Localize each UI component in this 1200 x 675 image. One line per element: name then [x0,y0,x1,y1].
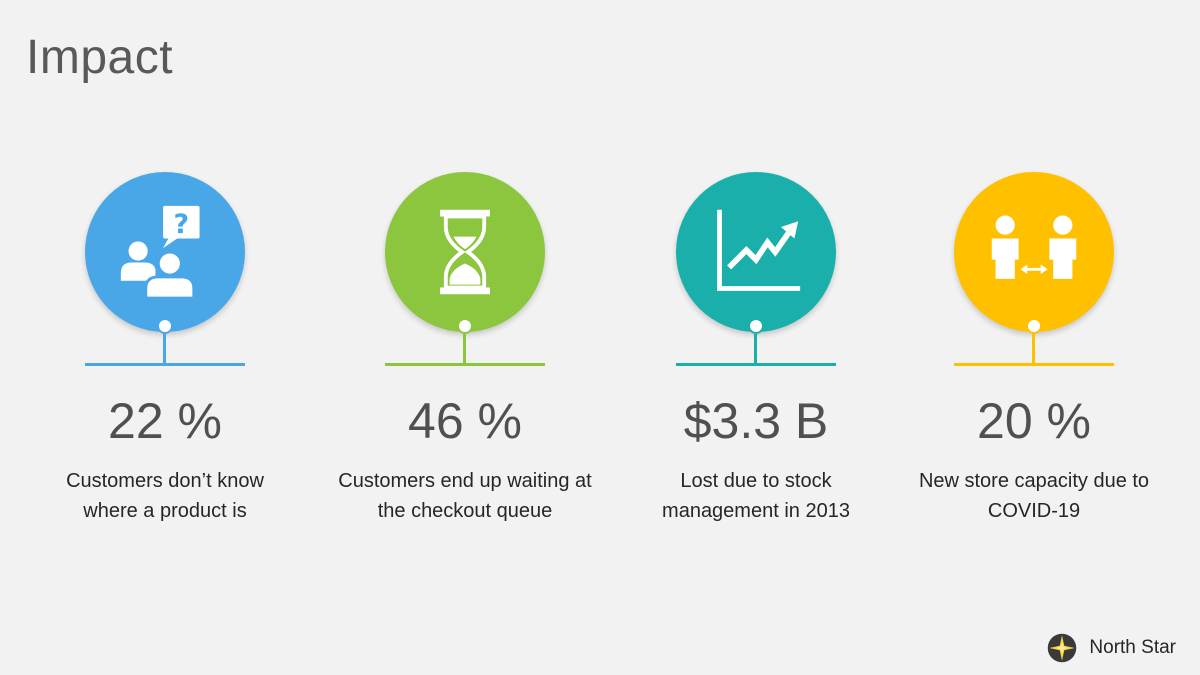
social-distance-icon [991,215,1077,279]
metric-description-line: management in 2013 [662,500,850,522]
connector-baseline [954,363,1114,366]
metric-description-line: the checkout queue [377,500,553,522]
metric-description-line: Lost due to stock [680,470,832,492]
metric-circle [676,172,836,332]
metric-description-line: COVID-19 [987,500,1081,522]
brand-name: North Star [1089,637,1176,658]
connector-stem [163,334,166,365]
connector-knob [748,318,764,334]
trend-chart-icon [717,209,801,291]
metric-value: $3.3 B [683,393,829,449]
connector-knob [157,318,173,334]
people-question-icon: ? [120,205,200,300]
svg-text:?: ? [174,209,190,240]
metric-circle [954,172,1114,332]
connector-stem [1032,334,1035,365]
metric-description-line: where a product is [83,500,247,522]
metric-description: Customers don’t know where a product is [20,466,310,526]
connector-baseline [385,363,545,366]
brand-footer: North Star [1047,633,1176,663]
metric-card-customers-lost: ? 22 % Customers don’t know where a prod… [20,0,310,675]
north-star-logo-icon [1048,633,1077,663]
metric-card-store-capacity: 20 % New store capacity due to COVID-19 [889,0,1179,675]
connector-stem [463,334,466,365]
metric-value: 22 % [108,393,222,449]
metric-description: Customers end up waiting at the checkout… [320,466,610,526]
metric-description-line: Customers don’t know [66,470,264,492]
hourglass-icon [440,209,490,295]
metric-description: Lost due to stock management in 2013 [611,466,901,526]
connector-baseline [676,363,836,366]
connector-stem [754,334,757,365]
metric-card-checkout-queue: 46 % Customers end up waiting at the che… [320,0,610,675]
metric-description-line: New store capacity due to [918,470,1150,492]
metric-description-line: Customers end up waiting at [338,470,592,492]
metric-circle: ? [85,172,245,332]
metric-description: New store capacity due to COVID-19 [889,466,1179,526]
metric-circle [385,172,545,332]
metric-value: 20 % [977,393,1091,449]
connector-knob [1026,318,1042,334]
connector-knob [457,318,473,334]
metric-card-stock-loss: $3.3 B Lost due to stock management in 2… [611,0,901,675]
slide-title: Impact [26,31,174,84]
metric-value: 46 % [408,393,522,449]
connector-baseline [85,363,245,366]
